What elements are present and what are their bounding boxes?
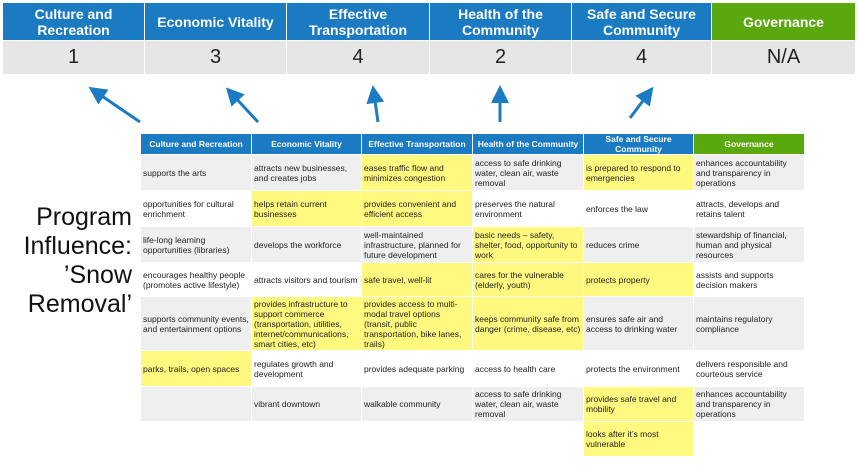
table-cell: access to health care (472, 350, 584, 387)
table-cell: attracts visitors and tourism (251, 262, 362, 297)
table-cell: delivers responsible and courteous servi… (693, 350, 805, 387)
table-cell: develops the workforce (251, 226, 362, 263)
table-cell: access to safe drinking water, clean air… (472, 154, 584, 191)
table-cell: provides adequate parking (361, 350, 473, 387)
summary-header: Health of the Community (430, 3, 572, 40)
table-row: looks after it’s most vulnerable (140, 421, 805, 457)
summary-grid: Culture and Recreation 1 Economic Vitality… (3, 3, 856, 74)
table-cell: protects property (583, 262, 694, 297)
column-header: Effective Transportation (361, 133, 473, 155)
table-cell: assists and supports decision makers (693, 262, 805, 297)
table-cell: eases traffic flow and minimizes congest… (361, 154, 473, 191)
table-cell: safe travel, well-lit (361, 262, 473, 297)
table-row: opportunities for cultural enrichment hel… (140, 190, 805, 227)
table-cell (140, 386, 252, 422)
table-cell: basic needs – safety, shelter, food, opp… (472, 226, 584, 263)
table-cell: cares for the vulnerable (elderly, youth… (472, 262, 584, 297)
table-row: supports the arts attracts new businesses… (140, 154, 805, 191)
table-cell: enforces the law (583, 190, 694, 227)
summary-score: 1 (3, 40, 145, 74)
arrow-safe (628, 86, 654, 119)
criteria-table: Culture and Recreation Economic Vitality E… (140, 133, 805, 457)
table-cell: walkable community (361, 386, 473, 422)
summary-score: 2 (430, 40, 572, 74)
arrow-transportation (366, 85, 385, 123)
table-cell: opportunities for cultural enrichment (140, 190, 252, 227)
arrow-culture (88, 86, 141, 124)
column-header: Safe and Secure Community (583, 133, 694, 155)
summary-header: Effective Transportation (287, 3, 430, 40)
summary-header: Governance (712, 3, 856, 40)
table-cell: vibrant downtown (251, 386, 362, 422)
table-cell: encourages healthy people (promotes acti… (140, 262, 252, 297)
arrow-economic (225, 87, 260, 124)
table-cell: parks, trails, open spaces (140, 350, 252, 387)
table-cell: attracts new businesses, and creates job… (251, 154, 362, 191)
table-cell: provides convenient and efficient access (361, 190, 473, 227)
table-cell: preserves the natural environment (472, 190, 584, 227)
table-cell: provides safe travel and mobility (583, 386, 694, 422)
summary-score: N/A (712, 40, 856, 74)
summary-header: Culture and Recreation (3, 3, 145, 40)
program-influence-label: Program Influence: ’Snow Removal’ (23, 203, 132, 318)
summary-score: 4 (287, 40, 430, 74)
table-cell: enhances accountability and transparency… (693, 386, 805, 422)
table-cell: supports the arts (140, 154, 252, 191)
table-cell: provides access to multi-modal travel op… (361, 296, 473, 351)
table-row: life-long learning opportunities (librar… (140, 226, 805, 263)
table-cell: attracts, develops and retains talent (693, 190, 805, 227)
table-cell: provides infrastructure to support comme… (251, 296, 362, 351)
table-cell: ensures safe air and access to drinking … (583, 296, 694, 351)
summary-score: 3 (145, 40, 287, 74)
summary-header: Economic Vitality (145, 3, 287, 40)
summary-score: 4 (572, 40, 712, 74)
table-cell (140, 421, 252, 457)
column-header: Health of the Community (472, 133, 584, 155)
summary-header: Safe and Secure Community (572, 3, 712, 40)
table-cell: enhances accountability and transparency… (693, 154, 805, 191)
table-cell: life-long learning opportunities (librar… (140, 226, 252, 263)
table-cell: helps retain current businesses (251, 190, 362, 227)
table-cell (472, 421, 584, 457)
table-row: parks, trails, open spaces regulates grow… (140, 350, 805, 387)
table-cell (693, 421, 805, 457)
table-cell: looks after it’s most vulnerable (583, 421, 694, 457)
table-cell: maintains regulatory compliance (693, 296, 805, 351)
table-cell (361, 421, 473, 457)
table-cell: regulates growth and development (251, 350, 362, 387)
table-cell: supports community events, and entertain… (140, 296, 252, 351)
table-cell (251, 421, 362, 457)
table-cell: is prepared to respond to emergencies (583, 154, 694, 191)
column-header: Governance (693, 133, 805, 155)
table-row: supports community events, and entertain… (140, 296, 805, 351)
table-row: encourages healthy people (promotes acti… (140, 262, 805, 297)
table-cell: reduces crime (583, 226, 694, 263)
table-cell: stewardship of financial, human and phys… (693, 226, 805, 263)
table-cell: keeps community safe from danger (crime,… (472, 296, 584, 351)
table-cell: protects the environment (583, 350, 694, 387)
column-header: Economic Vitality (251, 133, 362, 155)
table-cell: access to safe drinking water, clean air… (472, 386, 584, 422)
table-cell: well-maintained infrastructure, planned … (361, 226, 473, 263)
table-row: vibrant downtown walkable community access… (140, 386, 805, 422)
column-header: Culture and Recreation (140, 133, 252, 155)
